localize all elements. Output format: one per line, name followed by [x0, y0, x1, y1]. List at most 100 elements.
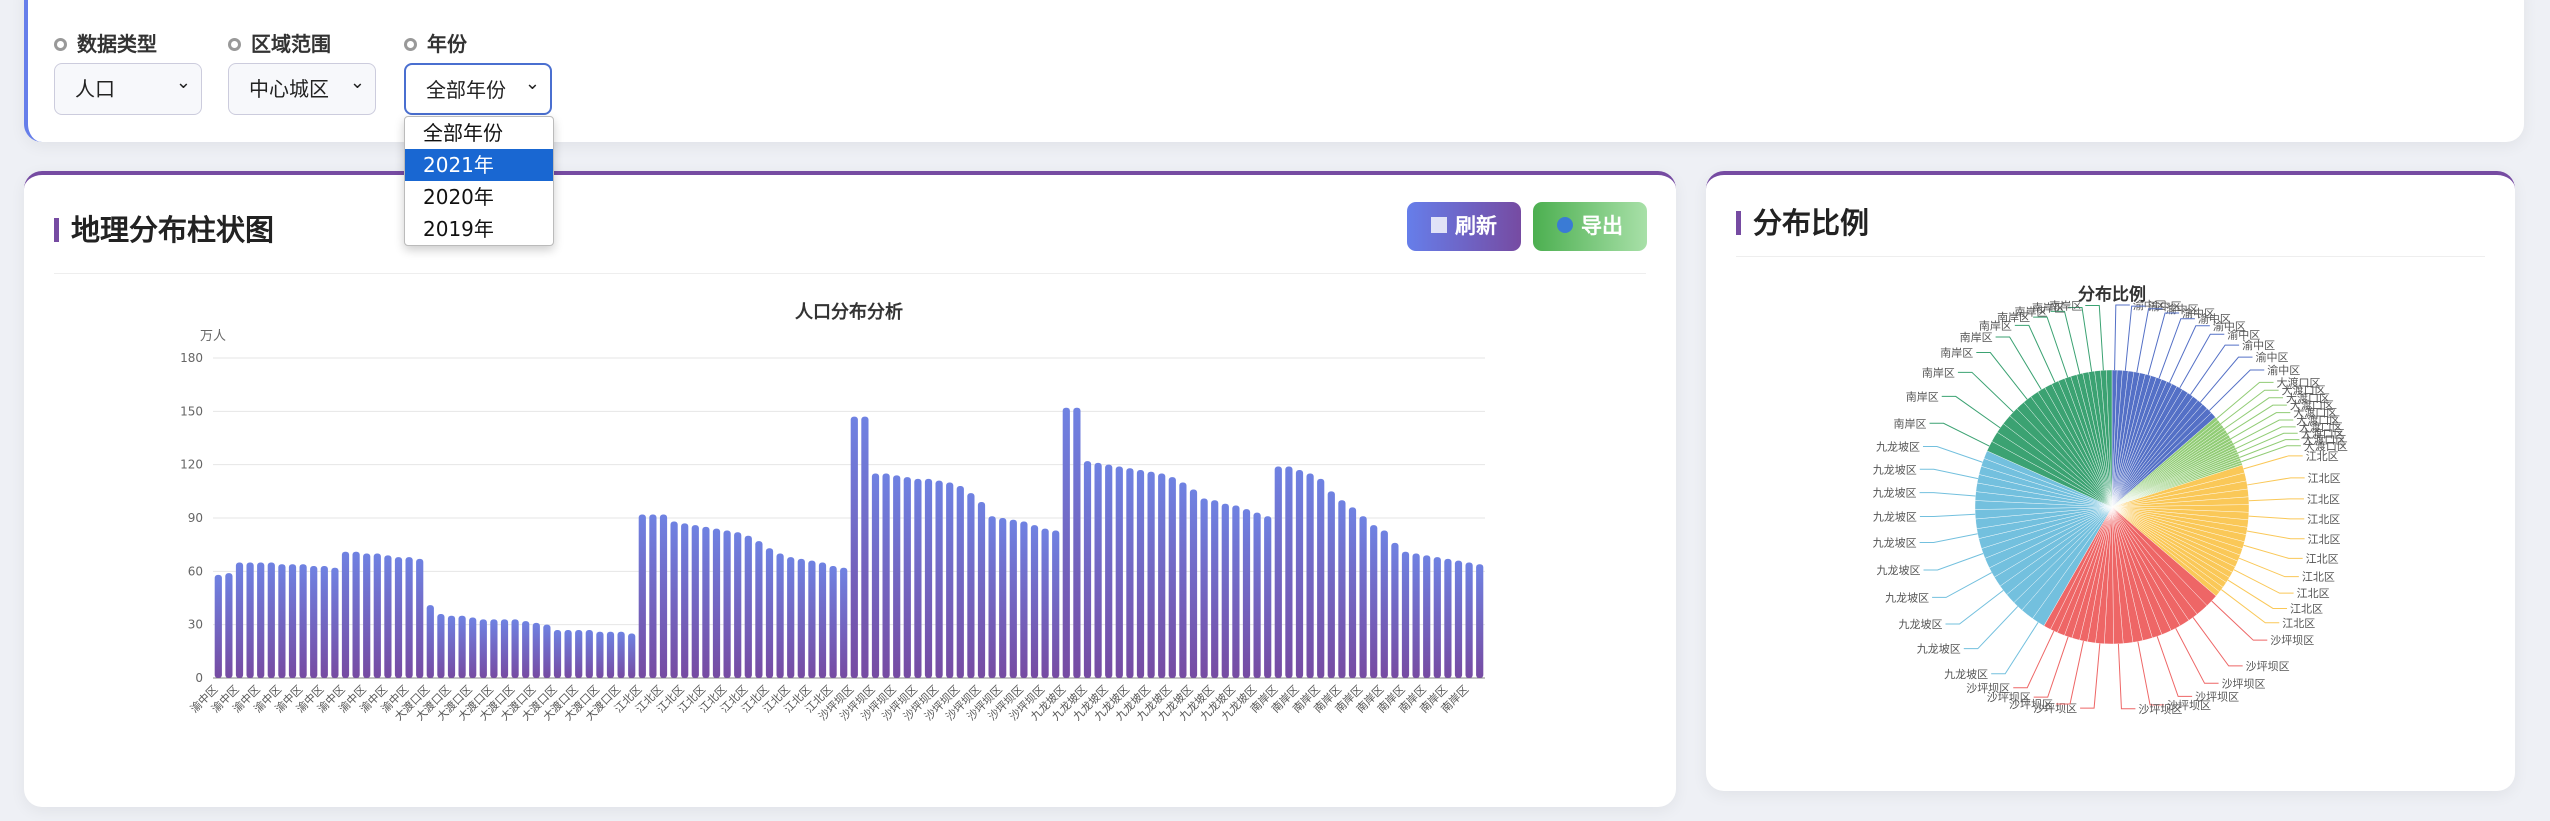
bar — [1274, 466, 1282, 678]
pie-label: 渝中区 — [2242, 338, 2275, 352]
card-title: 分布比例 — [1736, 200, 1869, 242]
bar — [278, 564, 286, 678]
pie-label: 九龙坡区 — [1873, 536, 1917, 549]
bar — [1009, 519, 1017, 678]
pie-label: 大渡口区 — [2286, 391, 2330, 405]
bar — [670, 521, 678, 678]
option[interactable]: 2021年 — [405, 149, 553, 181]
bar — [373, 553, 381, 678]
bar — [787, 557, 795, 678]
card-title: 地理分布柱状图 — [54, 207, 274, 249]
label-line — [1963, 606, 2019, 650]
pie-label: 渝中区 — [2213, 319, 2246, 333]
pie-label: 渝中区 — [2166, 302, 2199, 316]
bar — [712, 528, 721, 678]
dropdown: 全部年份 2021年 2020年 2019年 — [404, 116, 554, 246]
label-line — [2220, 389, 2279, 425]
label-line — [2227, 579, 2288, 609]
bar — [310, 566, 318, 678]
bar — [776, 553, 784, 678]
export-button[interactable]: 导出 — [1533, 202, 1647, 251]
label-line — [2080, 643, 2101, 709]
bar — [437, 614, 445, 678]
bar — [479, 619, 487, 678]
bar — [967, 493, 975, 678]
pie-label: 江北区 — [2282, 617, 2315, 630]
chart-title: 人口分布分析 — [795, 301, 903, 323]
bar — [320, 566, 328, 678]
label-line — [1995, 336, 2042, 390]
option[interactable]: 2019年 — [423, 217, 494, 241]
label-line — [2179, 333, 2225, 389]
label-line — [2248, 498, 2304, 502]
bar — [596, 631, 604, 678]
button-text: 导出 — [1581, 214, 1623, 238]
bar — [532, 622, 540, 678]
y-tick-label: 120 — [180, 458, 203, 472]
select[interactable]: 全部年份 — [404, 59, 552, 115]
bar — [946, 482, 954, 678]
bar — [490, 619, 498, 678]
bar — [1401, 551, 1410, 678]
divider — [1736, 256, 2485, 257]
label-line — [2211, 600, 2268, 641]
bar — [1041, 528, 1049, 678]
pie-label: 九龙坡区 — [1898, 618, 1942, 631]
bar — [1476, 564, 1484, 678]
y-tick-label: 180 — [180, 351, 203, 365]
bar — [1030, 525, 1039, 678]
y-tick-label: 150 — [180, 404, 203, 418]
pie-label: 江北区 — [2308, 472, 2341, 485]
bar — [893, 475, 901, 678]
refresh-button[interactable]: 刷新 — [1407, 202, 1521, 251]
bar — [1062, 407, 1070, 678]
label-line — [2137, 641, 2165, 706]
bar — [511, 619, 519, 678]
bar — [267, 562, 275, 678]
label-line — [2013, 630, 2055, 689]
pie-label: 南岸区 — [2015, 305, 2048, 318]
label-line — [2246, 530, 2305, 540]
bar — [469, 617, 477, 678]
y-tick-label: 30 — [188, 618, 203, 632]
option[interactable]: 2020年 — [423, 185, 494, 209]
label-line — [1941, 395, 2001, 429]
bar — [1136, 470, 1145, 678]
filter-label: 区域范围 — [228, 28, 331, 57]
pie-label: 江北区 — [2307, 513, 2340, 526]
pie-label: 渝中区 — [2198, 312, 2231, 326]
button-text: 刷新 — [1455, 214, 1497, 238]
bar — [416, 558, 424, 678]
bar — [734, 532, 742, 678]
option[interactable]: 全部年份 — [423, 121, 503, 145]
bar — [1105, 464, 1113, 678]
label-line — [1919, 533, 1978, 543]
bar — [1380, 530, 1388, 678]
bar — [447, 615, 456, 678]
pie-label: 渝中区 — [2255, 350, 2288, 364]
pie-label: 大渡口区 — [2304, 439, 2348, 453]
pie-label: 大渡口区 — [2277, 375, 2321, 389]
pie-label: 沙坪坝区 — [2246, 659, 2290, 673]
label-line — [2239, 439, 2300, 458]
bar — [755, 541, 763, 678]
label-line — [2230, 412, 2291, 440]
pie-label: 九龙坡区 — [1873, 463, 1917, 476]
pie-label: 江北区 — [2307, 493, 2340, 506]
pie-label: 渝中区 — [2149, 299, 2182, 313]
label-line — [2241, 445, 2301, 463]
bar — [924, 478, 933, 678]
label-line — [2243, 455, 2303, 470]
label-line — [2169, 325, 2210, 383]
label-line — [2156, 636, 2193, 697]
select[interactable]: 中心城区 — [228, 58, 376, 115]
pie-label: 南岸区 — [2032, 302, 2065, 315]
label-line — [1923, 553, 1984, 571]
select[interactable]: 人口 — [54, 58, 202, 115]
label-line — [2238, 557, 2299, 578]
label-line — [2117, 643, 2136, 710]
pie-slice — [2106, 369, 2113, 508]
bar — [1242, 509, 1251, 678]
pie-label: 江北区 — [2306, 552, 2339, 565]
